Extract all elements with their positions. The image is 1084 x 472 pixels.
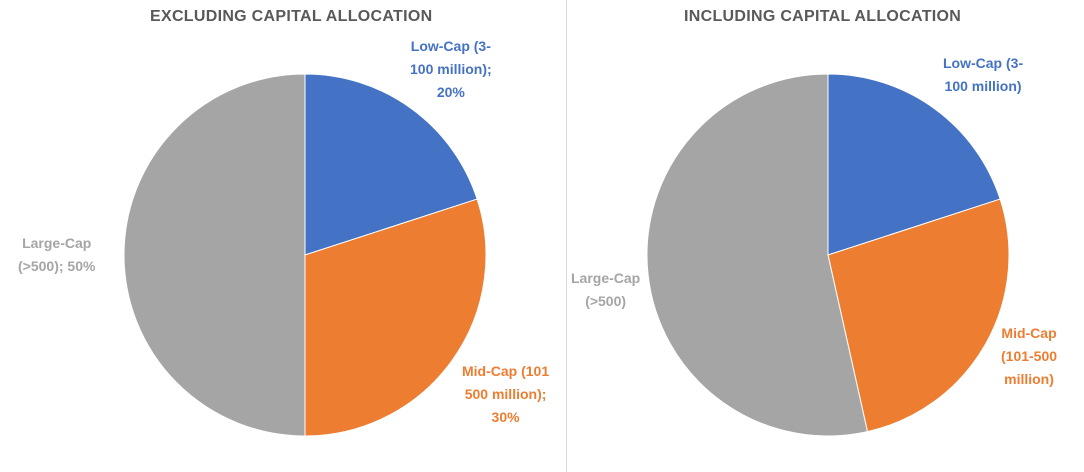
pie-chart bbox=[123, 73, 487, 437]
data-label-low-cap: Low-Cap (3- 100 million); 20% bbox=[410, 38, 492, 100]
chart-title: EXCLUDING CAPITAL ALLOCATION bbox=[150, 8, 433, 25]
chart-title: INCLUDING CAPITAL ALLOCATION bbox=[684, 8, 962, 25]
pie-slice-low-cap bbox=[827, 73, 1001, 256]
data-label-mid-cap: Mid-Cap (101-500 million) bbox=[1001, 325, 1058, 387]
pie-slice-mid-cap bbox=[304, 198, 487, 437]
data-label-large-cap: Large-Cap (>500) bbox=[571, 270, 641, 309]
pie-chart bbox=[646, 73, 1010, 437]
data-label-mid-cap: Mid-Cap (101 500 million); 30% bbox=[462, 363, 550, 425]
chart-excluding: EXCLUDING CAPITAL ALLOCATION Low-Cap (3-… bbox=[18, 8, 550, 437]
divider bbox=[566, 0, 567, 472]
chart-including: INCLUDING CAPITAL ALLOCATION Low-Cap (3-… bbox=[567, 0, 1084, 472]
pie-slice-large-cap bbox=[123, 73, 306, 437]
pie-slice-low-cap bbox=[304, 73, 478, 256]
data-label-large-cap: Large-Cap (>500); 50% bbox=[18, 235, 96, 274]
data-label-low-cap: Low-Cap (3- 100 million) bbox=[943, 55, 1024, 94]
pie-slice-large-cap bbox=[646, 73, 869, 437]
pie-slice-mid-cap bbox=[827, 198, 1010, 433]
